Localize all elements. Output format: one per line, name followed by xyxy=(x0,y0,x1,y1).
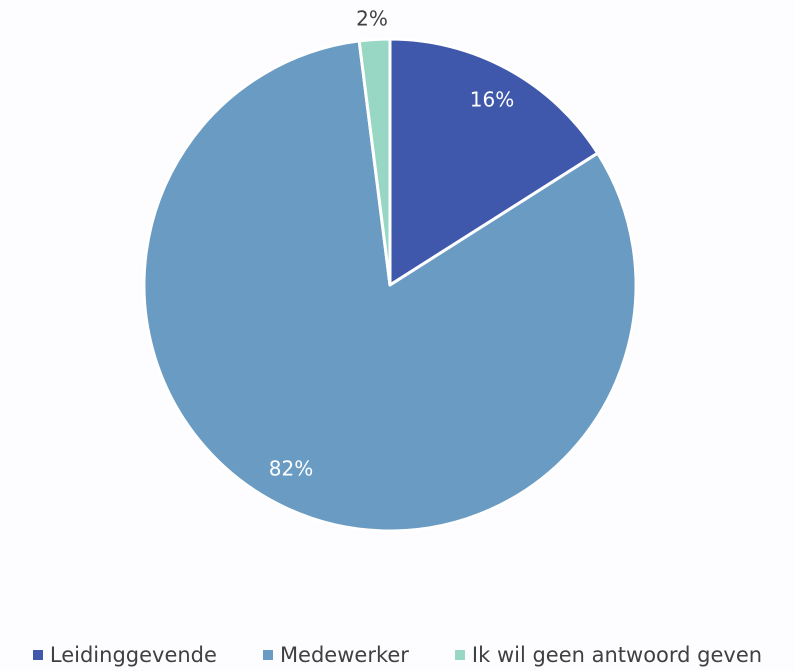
legend-item-leidinggevende: Leidinggevende xyxy=(32,643,217,667)
legend-item-geen-antwoord: Ik wil geen antwoord geven xyxy=(454,643,763,667)
legend-label-medewerker: Medewerker xyxy=(279,643,409,667)
legend-label-leidinggevende: Leidinggevende xyxy=(49,643,217,667)
legend-item-medewerker: Medewerker xyxy=(262,643,409,667)
pie-slice-leidinggevende xyxy=(388,37,600,287)
data-label-leidinggevende: 16% xyxy=(470,88,514,112)
legend-label-geen-antwoord: Ik wil geen antwoord geven xyxy=(471,643,763,667)
legend-swatch-medewerker xyxy=(262,650,273,660)
legend-swatch-geen-antwoord xyxy=(454,650,465,660)
data-label-geen-antwoord: 2% xyxy=(356,7,388,31)
pie-slice-geen-antwoord xyxy=(357,37,392,287)
legend: Leidinggevende Medewerker Ik wil geen an… xyxy=(0,640,795,670)
data-label-medewerker: 82% xyxy=(269,457,313,481)
legend-swatch-leidinggevende xyxy=(32,650,43,660)
pie-plot-area: 16% 82% 2% xyxy=(142,7,638,533)
